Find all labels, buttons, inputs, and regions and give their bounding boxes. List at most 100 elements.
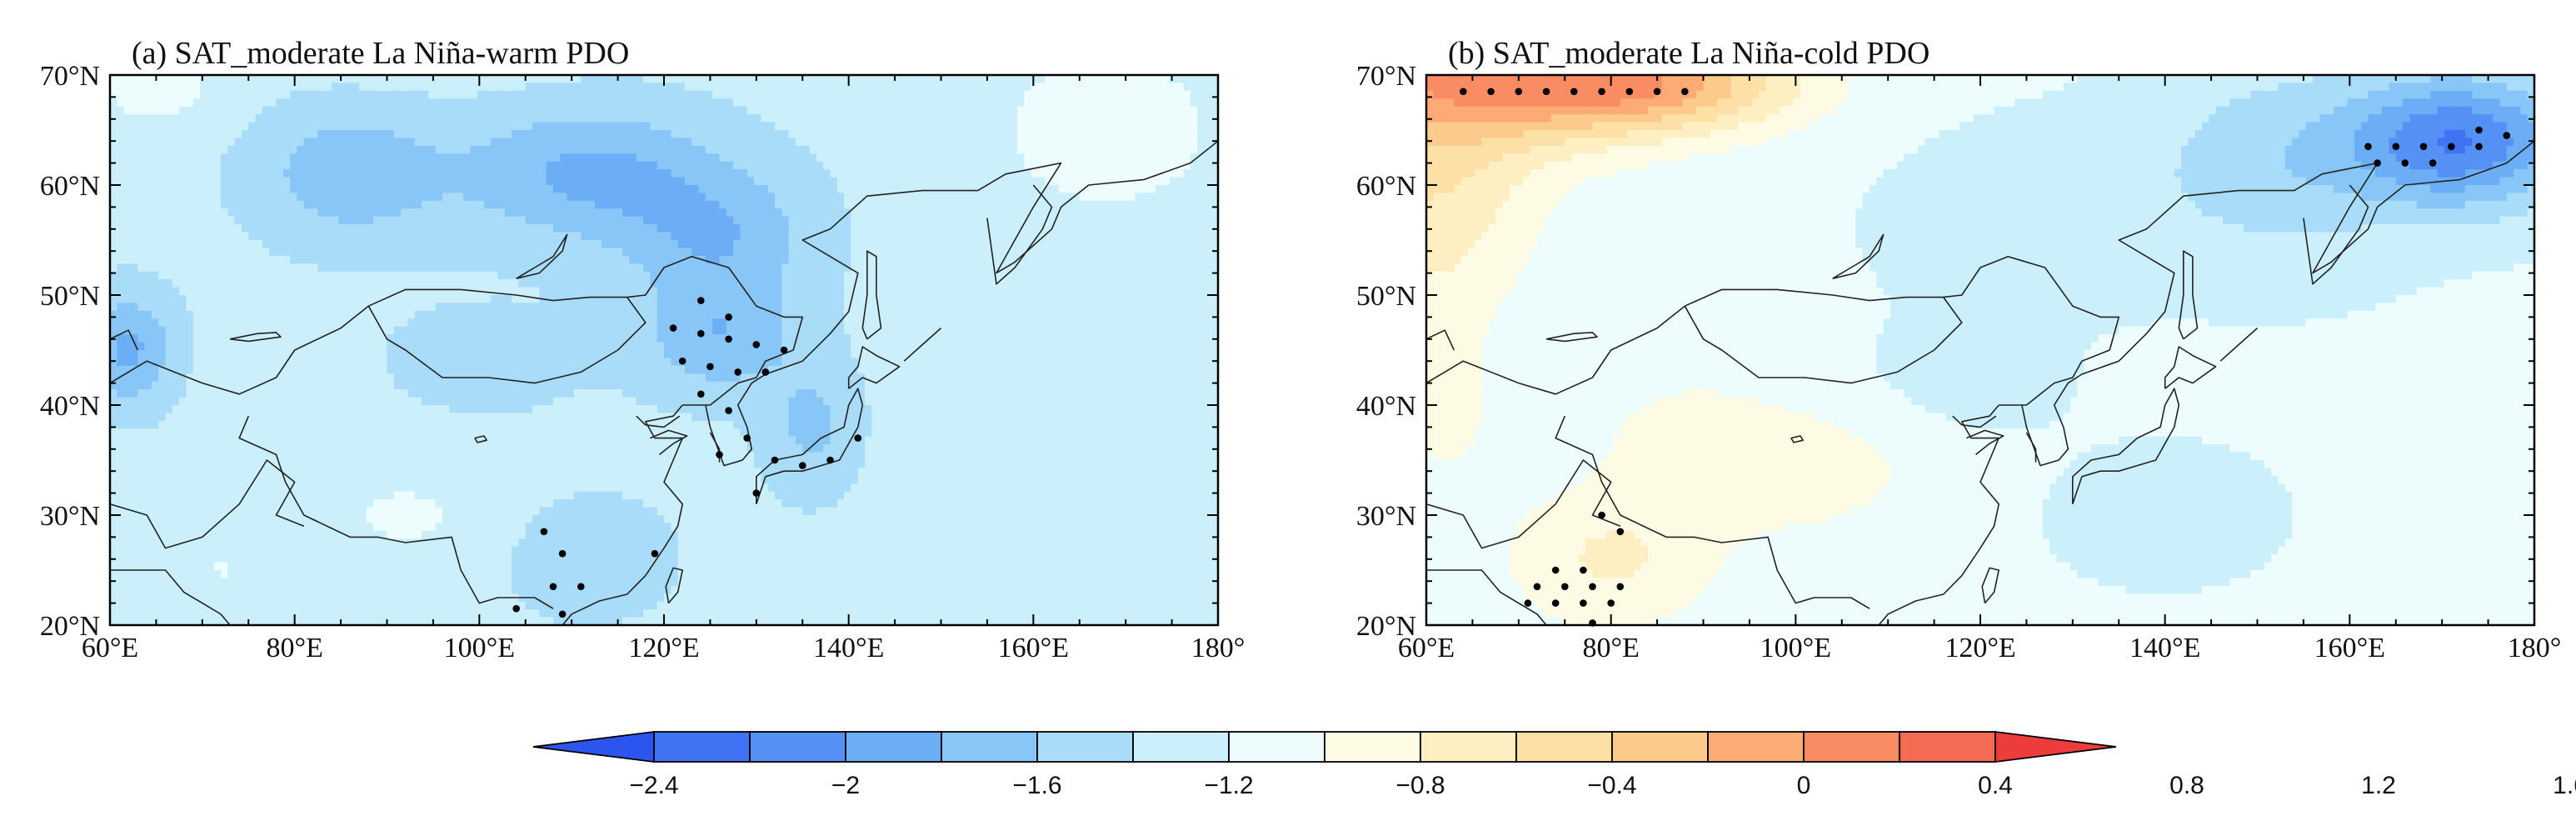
coastline-korea <box>2021 383 2069 467</box>
x-tick-label: 120°E <box>1944 633 2015 663</box>
stipple-dot <box>697 390 705 398</box>
sat-anomaly-field <box>110 75 1218 625</box>
y-tick-label: 60°N <box>1356 171 1416 202</box>
colorbar-box <box>749 731 846 763</box>
colorbar-box <box>1707 731 1805 763</box>
stipple-dot <box>577 583 585 591</box>
colorbar: −2.4−2−1.6−1.2−0.8−0.400.40.81.21.622.4 <box>532 730 2576 799</box>
stipple-dot <box>2503 132 2511 139</box>
x-tick-label: 60°E <box>82 633 138 663</box>
stipple-dot <box>826 456 834 464</box>
stipple-dot <box>734 368 741 376</box>
colorbar-box <box>1036 731 1134 763</box>
colorbar-tick-label: 0.8 <box>2169 772 2204 799</box>
coastline-mongolia <box>1684 288 1963 384</box>
y-tick-label: 70°N <box>1356 61 1416 92</box>
stipple-dot <box>1607 599 1615 607</box>
stipple-dot <box>1460 88 1467 96</box>
panel-a: 60°E 80°E 100°E 120°E 140°E 160°E 180° 20°N 30°N… <box>40 36 1245 663</box>
coastlines <box>1426 140 2534 625</box>
stipple-dot <box>1616 528 1625 536</box>
colorbar-tick-label: 0 <box>1797 772 1811 799</box>
coastline-baikal <box>516 233 568 279</box>
coastline-qinghai <box>1790 435 1804 443</box>
coastline-japan <box>2072 388 2180 505</box>
sat-anomaly-field <box>1426 75 2534 625</box>
stipple-dot <box>697 329 705 338</box>
coastline-chinaBorder <box>1555 415 1870 609</box>
coastline-kazakh <box>1426 305 1685 395</box>
x-tick-label: 180° <box>1191 633 1246 663</box>
stipple-dot <box>697 297 705 304</box>
x-tick-label: 140°E <box>813 633 884 663</box>
stipple-dot <box>2364 143 2372 151</box>
coastline-japan <box>756 388 864 505</box>
coastline-india <box>110 459 305 549</box>
colorbar-box <box>1132 731 1230 763</box>
stipple-dot <box>669 324 677 332</box>
stipple-dot <box>1561 583 1569 591</box>
stipple-dot <box>771 456 779 464</box>
x-tick-label: 60°E <box>1398 633 1455 663</box>
stipple-dot <box>725 407 732 414</box>
stipple-dot <box>743 434 751 442</box>
stipple-dot <box>799 462 806 469</box>
coastline-hainan <box>1885 624 1890 625</box>
colorbar-box <box>653 731 751 763</box>
coastline-chinaNE <box>1943 256 2120 406</box>
colorbar-max-triangle <box>1994 730 2117 763</box>
coastline-sakhalin <box>861 250 882 340</box>
x-tick-label: 160°E <box>998 633 1069 663</box>
coastline-balkhash <box>1545 332 1598 343</box>
x-tick-label: 80°E <box>1582 633 1639 663</box>
coastline-taiwan <box>1981 567 1999 604</box>
stipple-dot <box>1487 88 1495 96</box>
x-tick-label: 100°E <box>1760 633 1831 663</box>
colorbar-tick-label: −0.8 <box>1395 772 1445 799</box>
colorbar-tick-label: 0.4 <box>1978 772 2013 799</box>
colorbar-tick-label: 1.2 <box>2361 772 2396 799</box>
stipple-dot <box>752 489 761 497</box>
stipple-dot <box>1551 566 1560 574</box>
x-tick-label: 180° <box>2508 633 2562 663</box>
coastline-china <box>562 404 683 625</box>
colorbar-tick-label: −0.4 <box>1587 772 1636 799</box>
coastline-china <box>1878 404 1999 625</box>
colorbar-tick-label: −2 <box>831 772 860 799</box>
colorbar-box <box>1324 731 1421 763</box>
coastline-india <box>1426 459 1621 549</box>
stipple-dot <box>1589 583 1596 591</box>
coastline-korea <box>705 383 753 467</box>
coastline-qinghai <box>474 435 487 443</box>
colorbar-tick-label: −1.6 <box>1012 772 1061 799</box>
colorbar-tick-label: 1.6 <box>2553 772 2576 799</box>
stipple-dot <box>752 341 761 348</box>
coastline-bohai <box>1952 415 1997 428</box>
significance-stipple <box>1460 88 2511 627</box>
panel-b: 60°E 80°E 100°E 120°E 140°E 160°E 180° 20°N 30°N… <box>1356 36 2561 663</box>
x-tick-label: 80°E <box>266 633 322 663</box>
colorbar-box <box>941 731 1038 763</box>
coastline-shandong <box>1966 429 2004 456</box>
stipple-dot <box>540 528 548 536</box>
x-tick-label: 160°E <box>2314 633 2385 663</box>
colorbar-min-triangle <box>532 730 655 763</box>
stipple-dot <box>1616 583 1625 591</box>
coastline-kuril <box>903 328 942 362</box>
coastline-hokkaido <box>2164 346 2217 389</box>
coastline-mongolia <box>367 288 646 384</box>
coastline-kamchatka <box>986 184 1053 285</box>
coastline-kamchatka <box>2303 184 2369 285</box>
stipple-dot <box>1625 88 1634 96</box>
colorbar-box <box>1899 731 1996 763</box>
stipple-dot <box>1580 599 1587 607</box>
stipple-dot <box>725 335 732 343</box>
coastline-balkhash <box>229 332 282 343</box>
stipple-dot <box>2475 143 2483 151</box>
stipple-dot <box>651 549 659 558</box>
y-tick-label: 40°N <box>40 391 100 422</box>
colorbar-tick-label: −2.4 <box>629 772 678 799</box>
stipple-dot <box>780 346 788 354</box>
colorbar-box <box>1420 731 1517 763</box>
stipple-dot <box>2392 143 2400 151</box>
